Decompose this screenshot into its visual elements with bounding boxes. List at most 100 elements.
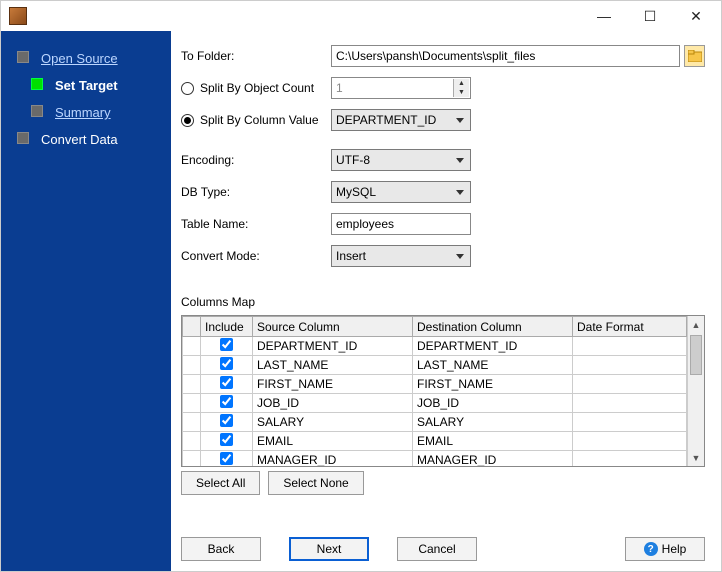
include-cell[interactable] — [201, 337, 253, 356]
maximize-button[interactable]: ☐ — [627, 1, 673, 31]
wizard-sidebar: Open SourceSet TargetSummaryConvert Data — [1, 31, 171, 571]
split-column-value: DEPARTMENT_ID — [336, 113, 436, 127]
minimize-button[interactable]: — — [581, 1, 627, 31]
include-cell[interactable] — [201, 451, 253, 467]
col-header-source[interactable]: Source Column — [253, 317, 413, 337]
include-checkbox[interactable] — [220, 357, 233, 370]
wizard-step-set-target: Set Target — [1, 72, 171, 99]
datefmt-cell[interactable] — [573, 394, 687, 413]
include-cell[interactable] — [201, 375, 253, 394]
include-checkbox[interactable] — [220, 433, 233, 446]
source-column-cell[interactable]: MANAGER_ID — [253, 451, 413, 467]
table-row[interactable]: EMAILEMAIL — [183, 432, 687, 451]
scroll-down-icon[interactable]: ▼ — [688, 449, 704, 466]
dbtype-label: DB Type: — [181, 185, 331, 199]
include-checkbox[interactable] — [220, 452, 233, 465]
source-column-cell[interactable]: LAST_NAME — [253, 356, 413, 375]
step-label: Open Source — [41, 51, 118, 66]
cancel-button[interactable]: Cancel — [397, 537, 477, 561]
close-button[interactable]: ✕ — [673, 1, 719, 31]
source-column-cell[interactable]: EMAIL — [253, 432, 413, 451]
step-marker-icon — [31, 78, 43, 90]
include-checkbox[interactable] — [220, 395, 233, 408]
table-scrollbar[interactable]: ▲ ▼ — [687, 316, 704, 466]
back-button[interactable]: Back — [181, 537, 261, 561]
row-handle[interactable] — [183, 337, 201, 356]
include-checkbox[interactable] — [220, 338, 233, 351]
row-handle[interactable] — [183, 375, 201, 394]
col-header-include[interactable]: Include — [201, 317, 253, 337]
wizard-footer: Back Next Cancel ?Help — [181, 537, 705, 561]
dest-column-cell[interactable]: JOB_ID — [413, 394, 573, 413]
dest-column-cell[interactable]: DEPARTMENT_ID — [413, 337, 573, 356]
source-column-cell[interactable]: FIRST_NAME — [253, 375, 413, 394]
datefmt-cell[interactable] — [573, 337, 687, 356]
step-label: Set Target — [55, 78, 118, 93]
table-row[interactable]: DEPARTMENT_IDDEPARTMENT_ID — [183, 337, 687, 356]
datefmt-cell[interactable] — [573, 451, 687, 467]
table-row[interactable]: JOB_IDJOB_ID — [183, 394, 687, 413]
scroll-thumb[interactable] — [690, 335, 702, 375]
columns-map-table: Include Source Column Destination Column… — [181, 315, 705, 467]
source-column-cell[interactable]: DEPARTMENT_ID — [253, 337, 413, 356]
wizard-step-open-source[interactable]: Open Source — [1, 45, 171, 72]
dbtype-value: MySQL — [336, 185, 376, 199]
browse-folder-button[interactable] — [684, 45, 705, 67]
include-cell[interactable] — [201, 394, 253, 413]
split-column-combo[interactable]: DEPARTMENT_ID — [331, 109, 471, 131]
row-handle[interactable] — [183, 413, 201, 432]
table-row[interactable]: FIRST_NAMEFIRST_NAME — [183, 375, 687, 394]
dest-column-cell[interactable]: SALARY — [413, 413, 573, 432]
source-column-cell[interactable]: JOB_ID — [253, 394, 413, 413]
include-cell[interactable] — [201, 413, 253, 432]
row-handle[interactable] — [183, 356, 201, 375]
convertmode-value: Insert — [336, 249, 366, 263]
help-icon: ? — [644, 542, 658, 556]
col-header-dest[interactable]: Destination Column — [413, 317, 573, 337]
dest-column-cell[interactable]: EMAIL — [413, 432, 573, 451]
dest-column-cell[interactable]: FIRST_NAME — [413, 375, 573, 394]
dest-column-cell[interactable]: LAST_NAME — [413, 356, 573, 375]
app-icon — [9, 7, 27, 25]
encoding-combo[interactable]: UTF-8 — [331, 149, 471, 171]
convertmode-combo[interactable]: Insert — [331, 245, 471, 267]
include-checkbox[interactable] — [220, 414, 233, 427]
select-none-button[interactable]: Select None — [268, 471, 363, 495]
source-column-cell[interactable]: SALARY — [253, 413, 413, 432]
split-by-column-label: Split By Column Value — [200, 113, 319, 127]
row-handle[interactable] — [183, 394, 201, 413]
dest-column-cell[interactable]: MANAGER_ID — [413, 451, 573, 467]
object-count-spinner[interactable]: 1 ▲▼ — [331, 77, 471, 99]
include-checkbox[interactable] — [220, 376, 233, 389]
convertmode-label: Convert Mode: — [181, 249, 331, 263]
wizard-step-summary[interactable]: Summary — [1, 99, 171, 126]
table-row[interactable]: SALARYSALARY — [183, 413, 687, 432]
help-button[interactable]: ?Help — [625, 537, 705, 561]
object-count-value: 1 — [336, 81, 343, 95]
table-row[interactable]: MANAGER_IDMANAGER_ID — [183, 451, 687, 467]
select-all-button[interactable]: Select All — [181, 471, 260, 495]
datefmt-cell[interactable] — [573, 413, 687, 432]
table-row[interactable]: LAST_NAMELAST_NAME — [183, 356, 687, 375]
columns-map-title: Columns Map — [181, 295, 705, 309]
datefmt-cell[interactable] — [573, 432, 687, 451]
col-header-blank[interactable] — [183, 317, 201, 337]
spinner-up-icon[interactable]: ▲ — [453, 79, 469, 88]
datefmt-cell[interactable] — [573, 356, 687, 375]
row-handle[interactable] — [183, 432, 201, 451]
split-by-column-radio[interactable]: Split By Column Value — [181, 113, 331, 127]
include-cell[interactable] — [201, 432, 253, 451]
scroll-up-icon[interactable]: ▲ — [688, 316, 704, 333]
to-folder-input[interactable] — [331, 45, 680, 67]
tablename-input[interactable] — [331, 213, 471, 235]
datefmt-cell[interactable] — [573, 375, 687, 394]
col-header-datefmt[interactable]: Date Format — [573, 317, 687, 337]
next-button[interactable]: Next — [289, 537, 369, 561]
split-by-count-radio[interactable]: Split By Object Count — [181, 81, 331, 95]
spinner-down-icon[interactable]: ▼ — [453, 88, 469, 97]
row-handle[interactable] — [183, 451, 201, 467]
dbtype-combo[interactable]: MySQL — [331, 181, 471, 203]
step-label: Summary — [55, 105, 111, 120]
include-cell[interactable] — [201, 356, 253, 375]
split-by-count-label: Split By Object Count — [200, 81, 314, 95]
